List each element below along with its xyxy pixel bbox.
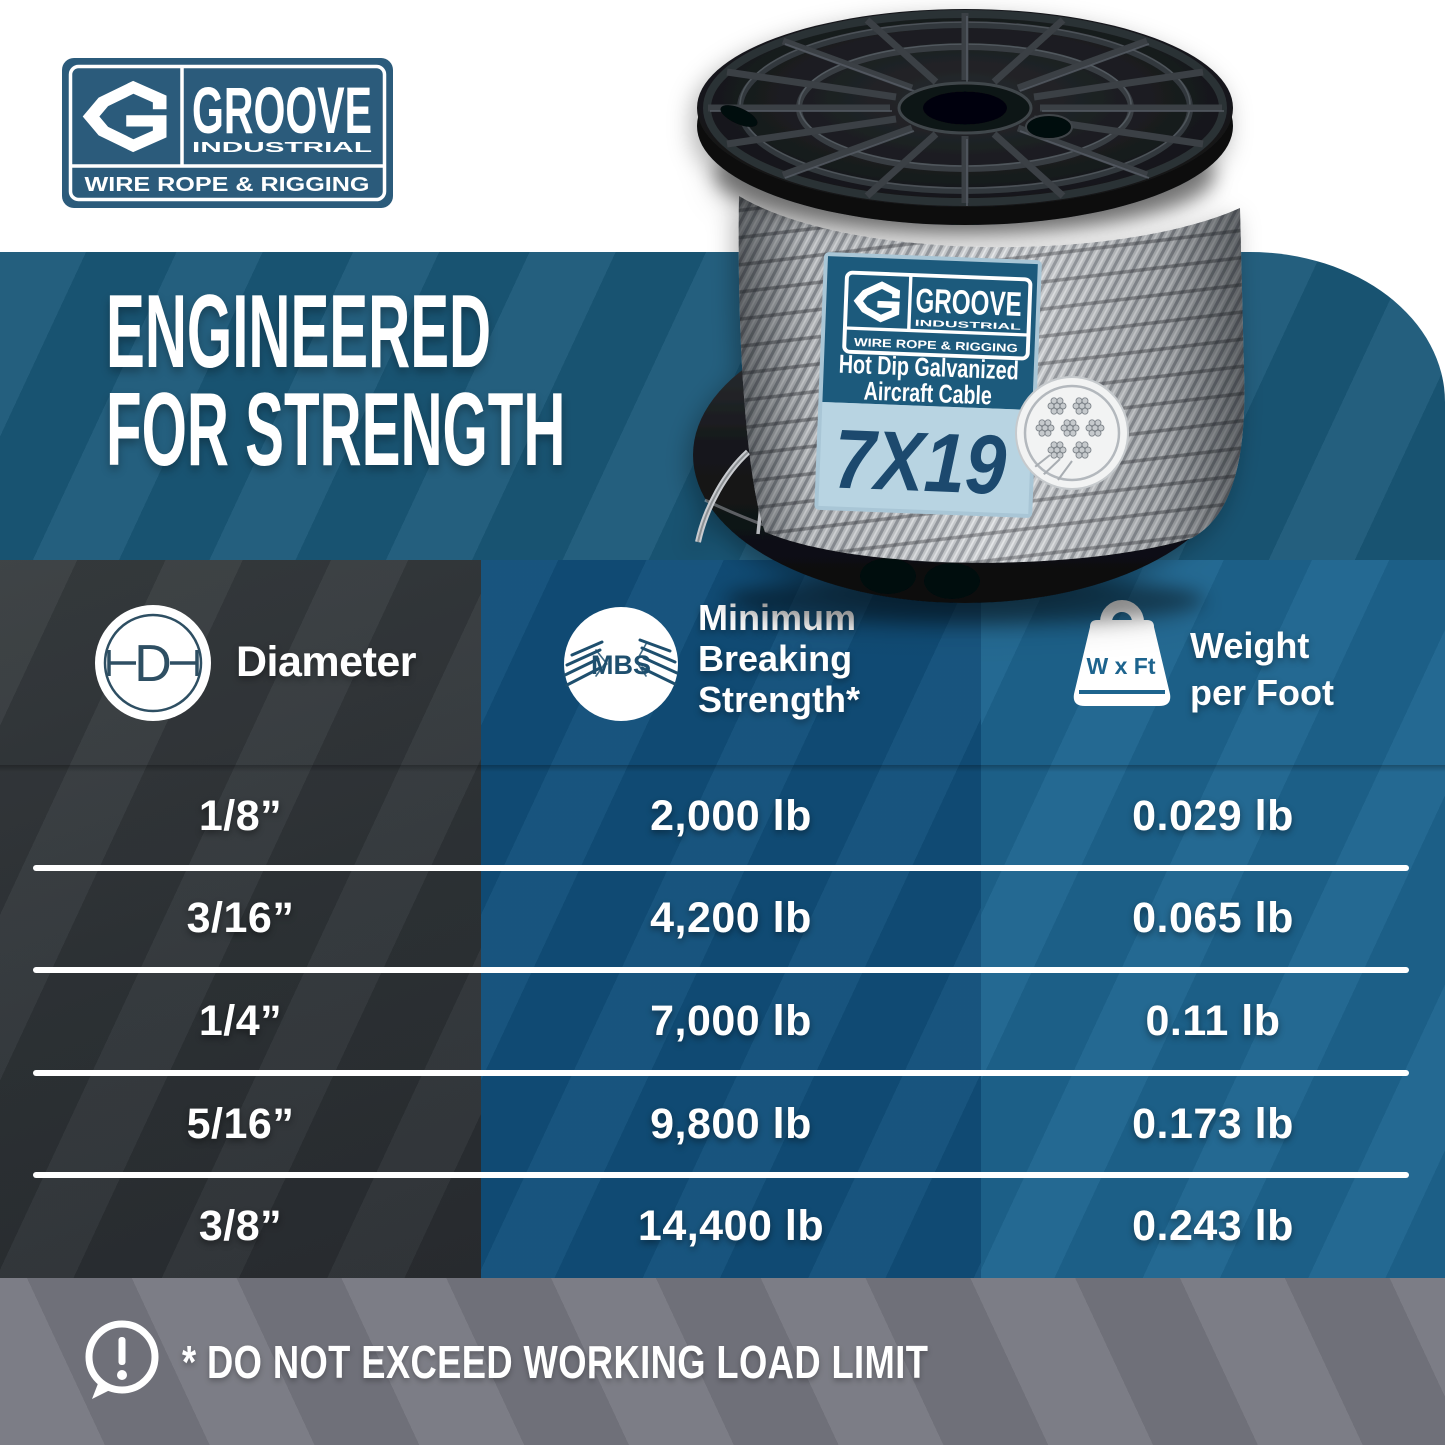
cell-mbs: 14,400 lb bbox=[637, 1202, 825, 1251]
g-mark-icon bbox=[853, 281, 901, 323]
spec-table-body: 1/8” 2,000 lb 0.029 lb 3/16” 4,200 lb 0.… bbox=[0, 765, 1445, 1278]
column-bg-diameter bbox=[0, 560, 481, 1278]
column-header-weight: Weight per Foot bbox=[1190, 625, 1334, 713]
table-row: 3/8” 14,400 lb 0.243 lb bbox=[0, 1172, 1445, 1278]
column-bg-mbs bbox=[481, 560, 981, 1278]
mbs-icon-letters: MBS bbox=[591, 650, 651, 680]
warning-text: * DO NOT EXCEED WORKING LOAD LIMIT bbox=[182, 1335, 929, 1388]
cell-weight: 0.243 lb bbox=[1132, 1202, 1294, 1251]
g-mark-icon bbox=[82, 80, 167, 153]
construction-badge-icon bbox=[1015, 376, 1129, 490]
column-bg-weight bbox=[981, 560, 1445, 1278]
spool-reel: GROOVE INDUSTRIAL WIRE ROPE & RIGGING Ho… bbox=[693, 9, 1245, 624]
cell-weight: 0.029 lb bbox=[1132, 791, 1294, 840]
hero-heading-line2: FOR STRENGTH bbox=[106, 371, 566, 488]
column-header-diameter: Diameter bbox=[236, 638, 417, 686]
label-construction: 7X19 bbox=[832, 411, 1008, 512]
cell-mbs: 7,000 lb bbox=[650, 996, 812, 1045]
label-title-line2: Aircraft Cable bbox=[863, 376, 992, 411]
diameter-icon: D bbox=[95, 605, 211, 721]
label-title-line1: Hot Dip Galvanized bbox=[838, 349, 1019, 386]
cell-mbs: 4,200 lb bbox=[650, 894, 812, 943]
cell-weight: 0.065 lb bbox=[1132, 894, 1294, 943]
logo-banner: WIRE ROPE & RIGGING bbox=[85, 174, 370, 196]
table-header-icons: D MBS bbox=[95, 600, 1171, 721]
weight-icon: W x Ft bbox=[1073, 600, 1171, 706]
logo-sub: INDUSTRIAL bbox=[192, 139, 372, 156]
mbs-icon: MBS bbox=[563, 607, 679, 721]
alert-speech-bubble-icon bbox=[85, 1320, 159, 1399]
spool-label: GROOVE INDUSTRIAL WIRE ROPE & RIGGING Ho… bbox=[814, 252, 1042, 518]
logo-name: GROOVE bbox=[192, 73, 372, 147]
cell-diameter: 5/16” bbox=[186, 1099, 295, 1148]
cell-diameter: 3/16” bbox=[186, 894, 295, 943]
diameter-icon-letter: D bbox=[134, 635, 172, 693]
table-row: 5/16” 9,800 lb 0.173 lb bbox=[0, 1069, 1445, 1176]
cell-diameter: 1/8” bbox=[198, 791, 283, 840]
footer-warning-band: * DO NOT EXCEED WORKING LOAD LIMIT bbox=[0, 1278, 1445, 1445]
cell-weight: 0.173 lb bbox=[1132, 1099, 1294, 1148]
spool-photo: GROOVE INDUSTRIAL WIRE ROPE & RIGGING Ho… bbox=[693, 9, 1245, 624]
svg-text:GROOVE: GROOVE bbox=[915, 282, 1023, 324]
cell-weight: 0.11 lb bbox=[1145, 996, 1281, 1045]
spool-top-flange bbox=[697, 9, 1233, 225]
weight-icon-letters: W x Ft bbox=[1087, 653, 1156, 679]
table-row: 1/4” 7,000 lb 0.11 lb bbox=[0, 967, 1445, 1073]
svg-text:INDUSTRIAL: INDUSTRIAL bbox=[915, 318, 1023, 332]
table-row: 3/16” 4,200 lb 0.065 lb bbox=[0, 864, 1445, 971]
svg-text:WIRE ROPE & RIGGING: WIRE ROPE & RIGGING bbox=[854, 336, 1018, 355]
cell-mbs: 2,000 lb bbox=[650, 791, 812, 840]
table-row: 1/8” 2,000 lb 0.029 lb bbox=[0, 765, 1445, 868]
cell-diameter: 3/8” bbox=[198, 1202, 283, 1251]
cell-mbs: 9,800 lb bbox=[650, 1099, 812, 1148]
cell-diameter: 1/4” bbox=[198, 996, 283, 1045]
spool-label-logo: GROOVE INDUSTRIAL WIRE ROPE & RIGGING bbox=[842, 270, 1033, 361]
hero-heading: ENGINEERED FOR STRENGTH bbox=[106, 274, 566, 488]
hero-heading-line1: ENGINEERED bbox=[106, 274, 492, 390]
groove-logo: GROOVE INDUSTRIAL WIRE ROPE & RIGGING bbox=[62, 58, 393, 208]
